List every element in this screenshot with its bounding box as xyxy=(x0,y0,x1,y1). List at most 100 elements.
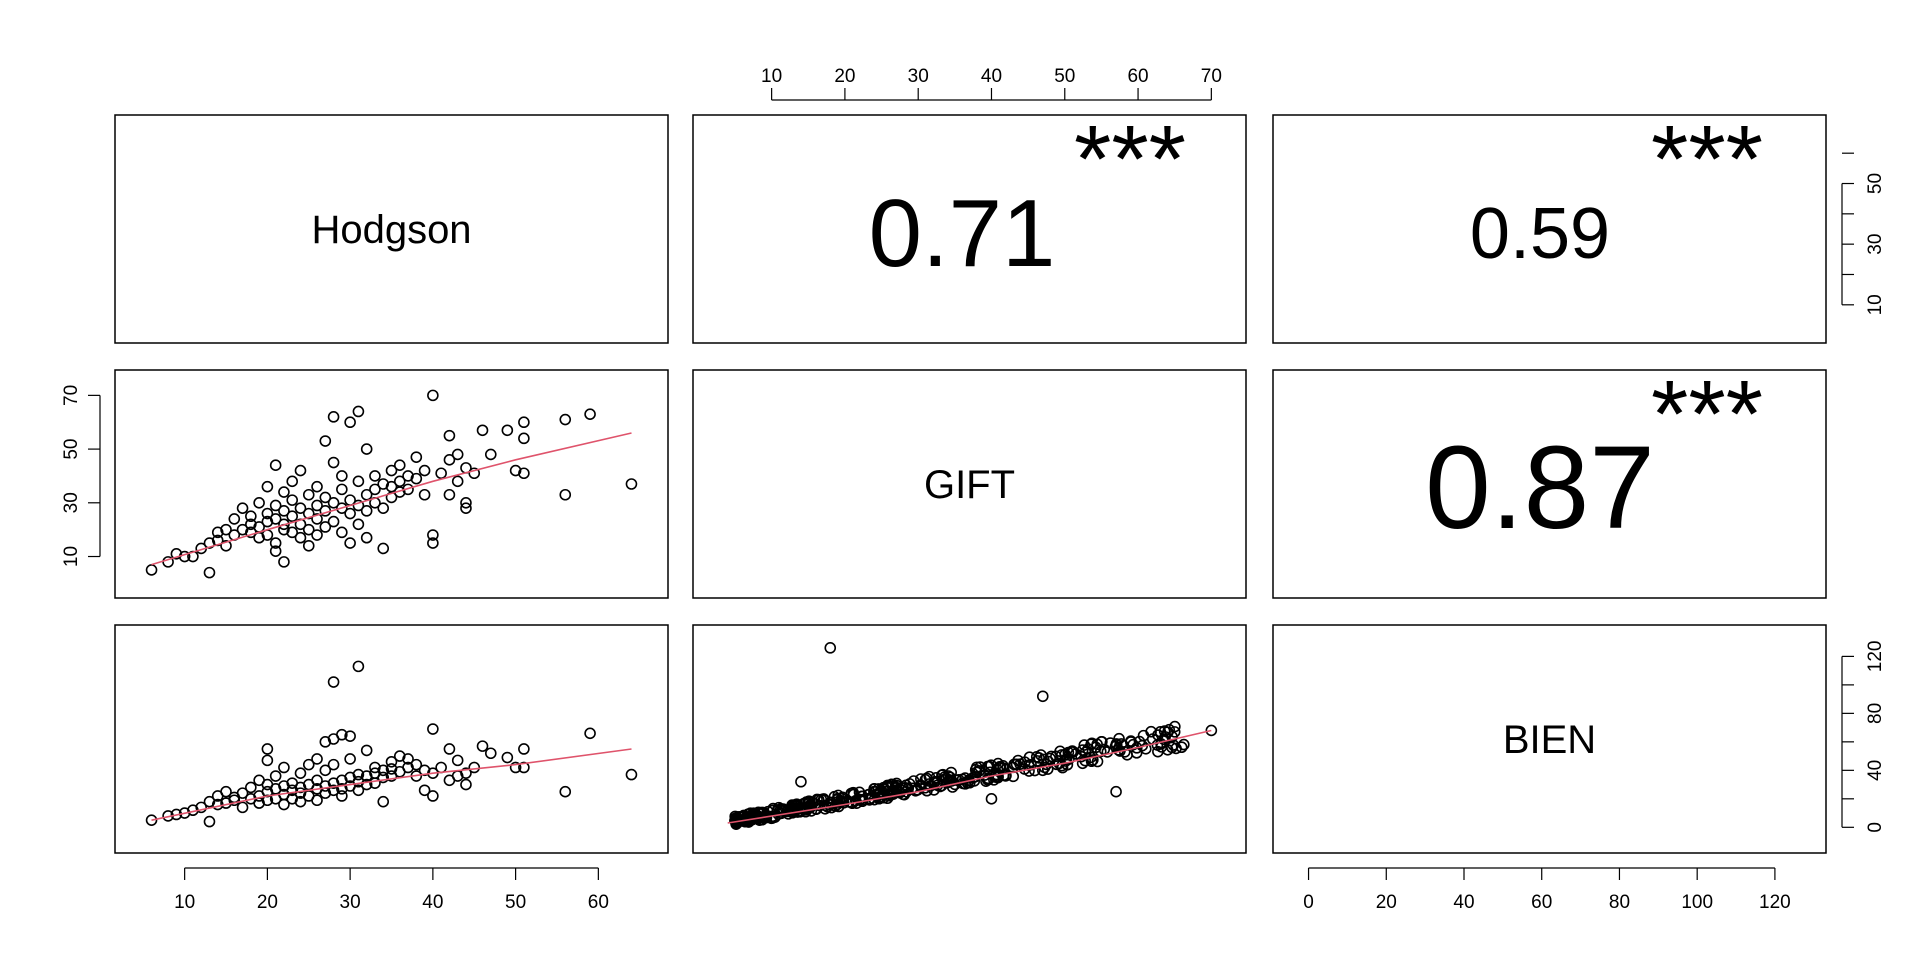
scatter-point-hodgson-gift xyxy=(377,542,390,555)
scatter-point-hodgson-bien xyxy=(484,747,497,760)
panel-frame-hodgson-gift xyxy=(692,114,1247,344)
scatter-point-hodgson-bien xyxy=(327,676,340,688)
tick-label-gift-top: 70 xyxy=(1201,66,1222,87)
scatter-point-hodgson-gift xyxy=(336,470,348,482)
scatter-point-hodgson-gift xyxy=(245,510,257,523)
scatter-point-hodgson-gift xyxy=(336,526,348,539)
scatter-point-gift-bien xyxy=(1205,724,1218,737)
scatter-point-hodgson-gift xyxy=(286,510,299,523)
scatter-point-hodgson-gift xyxy=(393,459,406,472)
scatter-point-hodgson-bien xyxy=(203,815,216,828)
tick-label-gift-left: 30 xyxy=(61,492,82,513)
scatter-point-hodgson-gift xyxy=(294,464,307,477)
scatter-point-hodgson-bien xyxy=(410,758,423,771)
scatter-point-hodgson-gift xyxy=(484,448,497,461)
scatter-point-hodgson-gift xyxy=(352,518,365,531)
scatter-point-hodgson-gift xyxy=(443,429,456,442)
scatter-point-hodgson-gift xyxy=(319,521,332,533)
scatter-point-hodgson-gift xyxy=(220,539,232,552)
scatter-point-hodgson-bien xyxy=(377,795,390,808)
scatter-point-hodgson-gift xyxy=(236,502,249,514)
scatter-point-hodgson-gift xyxy=(203,566,216,579)
scatter-point-hodgson-gift xyxy=(327,456,340,469)
variable-label-gift: GIFT xyxy=(924,463,1015,507)
tick-label-hodgson-bottom: 10 xyxy=(174,892,195,913)
scatter-point-gift-bien xyxy=(937,768,949,781)
scatter-point-hodgson-gift xyxy=(451,475,464,488)
scatter-point-gift-bien xyxy=(982,773,995,786)
scatter-point-hodgson-bien xyxy=(418,784,431,797)
scatter-point-hodgson-gift xyxy=(369,483,381,496)
scatter-point-hodgson-bien xyxy=(236,787,249,799)
panel-frame-bien-hodgson xyxy=(114,624,669,854)
scatter-point-gift-bien xyxy=(817,793,830,805)
scatter-point-gift-bien xyxy=(1030,751,1043,763)
scatter-point-hodgson-bien xyxy=(518,761,530,774)
scatter-point-hodgson-gift xyxy=(468,467,481,480)
scatter-point-gift-bien xyxy=(773,801,785,814)
correlation-value-hodgson-bien: 0.59 xyxy=(1470,194,1610,274)
scatter-point-gift-bien xyxy=(940,772,953,785)
scatter-point-gift-bien xyxy=(824,642,837,654)
scatter-point-gift-bien xyxy=(797,797,810,810)
scatter-point-hodgson-gift xyxy=(344,507,356,520)
scatter-point-hodgson-gift xyxy=(410,472,423,485)
scatter-point-gift-bien xyxy=(1109,740,1122,753)
scatter-point-gift-bien xyxy=(974,761,986,773)
scatter-point-hodgson-bien xyxy=(377,764,390,777)
tick-label-hodgson-bottom: 50 xyxy=(505,892,526,913)
scatter-point-hodgson-gift xyxy=(319,435,332,447)
scatter-point-hodgson-bien xyxy=(427,790,439,802)
scatter-point-hodgson-bien xyxy=(344,730,356,742)
scatter-point-hodgson-gift xyxy=(294,502,307,514)
panel-frame-gift-bien xyxy=(1272,369,1827,599)
scatter-point-hodgson-gift xyxy=(302,539,315,552)
scatter-point-hodgson-gift xyxy=(286,526,299,539)
scatter-point-hodgson-gift xyxy=(261,480,274,493)
scatter-point-hodgson-gift xyxy=(369,470,381,482)
scatter-point-gift-bien xyxy=(874,786,887,799)
scatter-point-gift-bien xyxy=(938,771,951,783)
scatter-point-hodgson-gift xyxy=(302,488,315,501)
scatter-point-hodgson-gift xyxy=(327,515,340,528)
tick-label-bien-bottom: 40 xyxy=(1453,892,1474,913)
scatter-point-hodgson-gift xyxy=(261,507,274,520)
scatter-point-hodgson-gift xyxy=(344,416,356,429)
tick-label-hodgson-bottom: 30 xyxy=(340,892,361,913)
scatter-point-gift-bien xyxy=(1023,751,1036,763)
scatter-point-hodgson-bien xyxy=(625,768,638,781)
scatter-point-hodgson-gift xyxy=(518,432,530,445)
scatter-point-gift-bien xyxy=(1110,785,1122,798)
tick-label-bien-bottom: 80 xyxy=(1609,892,1630,913)
scatter-point-hodgson-gift xyxy=(327,496,340,509)
scatter-point-gift-bien xyxy=(1130,742,1143,754)
tick-label-hodgson-bottom: 60 xyxy=(588,892,609,913)
panel-frame-bien-gift xyxy=(692,624,1247,854)
scatter-point-hodgson-bien xyxy=(195,801,207,814)
scatter-point-gift-bien xyxy=(1059,748,1071,761)
variable-label-bien: BIEN xyxy=(1503,718,1596,762)
tick-label-hodgson-right: 10 xyxy=(1865,294,1886,315)
panel-frame-hodgson-hodgson xyxy=(114,114,669,344)
scatter-point-hodgson-bien xyxy=(311,794,323,807)
scatter-point-hodgson-gift xyxy=(352,405,365,418)
scatter-point-gift-bien xyxy=(789,799,801,811)
scatter-point-hodgson-gift xyxy=(460,496,472,509)
scatter-point-hodgson-gift xyxy=(302,523,315,536)
scatter-point-hodgson-bien xyxy=(261,754,274,767)
scatter-point-hodgson-bien xyxy=(352,660,365,673)
scatter-point-gift-bien xyxy=(847,788,860,801)
scatter-point-hodgson-bien xyxy=(311,753,323,765)
scatter-point-gift-bien xyxy=(1168,726,1181,738)
scatter-point-hodgson-gift xyxy=(311,480,323,493)
scatter-point-hodgson-gift xyxy=(360,443,373,455)
scatter-point-hodgson-gift xyxy=(427,537,439,549)
scatter-point-hodgson-gift xyxy=(228,513,241,525)
significance-stars-hodgson-bien: *** xyxy=(1651,106,1763,213)
scatter-point-gift-bien xyxy=(1175,741,1188,754)
scatter-point-hodgson-bien xyxy=(294,767,307,779)
scatter-point-hodgson-bien xyxy=(278,761,290,774)
scatter-point-hodgson-bien xyxy=(584,727,596,740)
scatter-point-gift-bien xyxy=(1036,690,1049,703)
